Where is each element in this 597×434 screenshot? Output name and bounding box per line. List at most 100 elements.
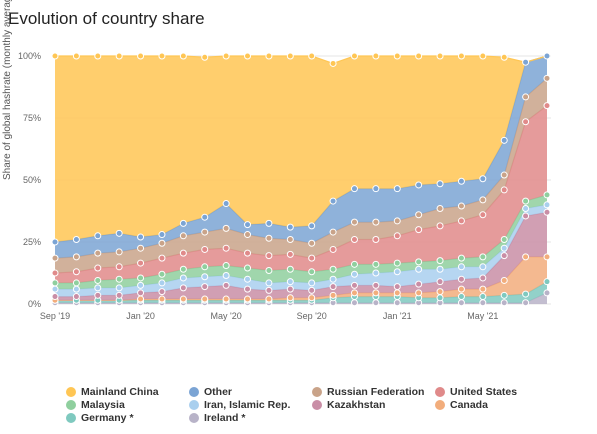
data-point [415, 181, 423, 189]
data-point [350, 218, 358, 226]
data-point [479, 52, 487, 60]
area-malaysia [55, 194, 547, 290]
data-point [436, 257, 444, 265]
legend-item[interactable]: Mainland China [66, 386, 189, 398]
data-point [72, 236, 80, 244]
data-point [137, 259, 145, 267]
data-point [372, 269, 380, 277]
data-point [158, 52, 166, 60]
data-point [265, 52, 273, 60]
data-point [115, 275, 123, 283]
data-point [522, 197, 530, 205]
data-point [158, 231, 166, 239]
data-point [522, 205, 530, 213]
data-point [51, 254, 59, 262]
data-point [115, 229, 123, 237]
y-axis-ticks: 0% 25% 50% 75% 100% [18, 51, 41, 309]
data-point [543, 208, 551, 216]
data-point [94, 284, 102, 292]
data-point [479, 253, 487, 261]
data-point [265, 234, 273, 242]
data-point [179, 219, 187, 227]
data-point [415, 280, 423, 288]
data-point [179, 249, 187, 257]
data-point [201, 263, 209, 271]
data-point [500, 291, 508, 299]
data-point [201, 245, 209, 253]
data-point [137, 295, 145, 303]
data-point [393, 185, 401, 193]
data-point [543, 74, 551, 82]
data-point [522, 212, 530, 220]
data-point [222, 244, 230, 252]
data-point [308, 52, 316, 60]
data-point [522, 253, 530, 261]
data-point [543, 102, 551, 110]
data-point [457, 285, 465, 293]
x-tick-label: Jan '21 [383, 311, 412, 321]
legend-item[interactable]: Canada [435, 399, 558, 411]
legend-item[interactable]: Germany * [66, 412, 189, 424]
legend-label: Russian Federation [327, 386, 425, 398]
data-point [350, 236, 358, 244]
data-point [393, 268, 401, 276]
data-point [543, 191, 551, 199]
data-point [500, 53, 508, 61]
data-point [72, 52, 80, 60]
legend-item[interactable]: Ireland * [189, 412, 312, 424]
data-point [522, 93, 530, 101]
data-point [115, 291, 123, 299]
legend-item[interactable]: Kazakhstan [312, 399, 435, 411]
legend-label: Kazakhstan [327, 399, 386, 411]
legend-item[interactable]: Russian Federation [312, 386, 435, 398]
legend-marker-icon [435, 400, 445, 410]
data-point [222, 295, 230, 303]
data-point [222, 52, 230, 60]
data-point [201, 213, 209, 221]
legend-item[interactable]: United States [435, 386, 558, 398]
data-point [479, 263, 487, 271]
legend-item[interactable]: Iran, Islamic Rep. [189, 399, 312, 411]
legend-label: Canada [450, 399, 488, 411]
data-point [543, 289, 551, 297]
data-point [94, 52, 102, 60]
x-tick-label: Jan '20 [126, 311, 155, 321]
data-point [201, 53, 209, 61]
data-point [329, 197, 337, 205]
legend-item[interactable]: Malaysia [66, 399, 189, 411]
data-point [51, 293, 59, 301]
data-point [244, 275, 252, 283]
data-point [393, 217, 401, 225]
area-united-states [55, 105, 547, 283]
data-point [479, 285, 487, 293]
data-point [179, 52, 187, 60]
data-point [308, 254, 316, 262]
data-point [244, 249, 252, 257]
area-iran-islamic-rep [55, 204, 547, 297]
y-tick-label: 25% [23, 237, 41, 247]
y-tick-label: 75% [23, 113, 41, 123]
data-point [286, 250, 294, 258]
data-point [372, 260, 380, 268]
legend-label: United States [450, 386, 518, 398]
x-tick-label: May '21 [467, 311, 498, 321]
data-point [265, 267, 273, 275]
data-point [522, 58, 530, 66]
data-point [137, 233, 145, 241]
data-point [51, 285, 59, 293]
data-point [350, 260, 358, 268]
data-point [308, 222, 316, 230]
data-point [158, 239, 166, 247]
data-point [72, 293, 80, 301]
data-point [500, 244, 508, 252]
data-point [500, 186, 508, 194]
data-point [158, 254, 166, 262]
y-tick-label: 50% [23, 175, 41, 185]
data-point [543, 253, 551, 261]
data-point [179, 265, 187, 273]
data-point [457, 293, 465, 301]
legend-item[interactable]: Other [189, 386, 312, 398]
data-point [201, 295, 209, 303]
data-point [329, 291, 337, 299]
